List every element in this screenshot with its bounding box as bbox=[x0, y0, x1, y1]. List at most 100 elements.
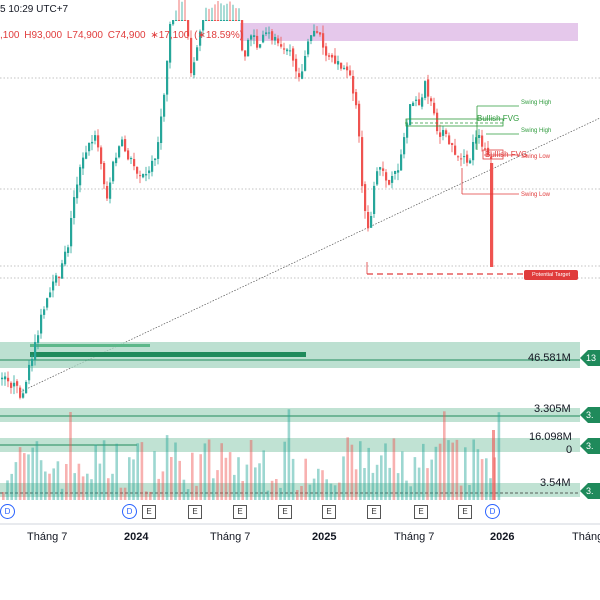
volume-bar bbox=[60, 488, 64, 500]
candle-body bbox=[46, 298, 49, 308]
volume-bar bbox=[350, 444, 354, 500]
candle-body bbox=[196, 47, 199, 61]
candle-body bbox=[376, 171, 379, 185]
volume-bar bbox=[44, 471, 47, 500]
candle-body bbox=[259, 44, 262, 48]
volume-bar bbox=[149, 491, 152, 500]
candle-body bbox=[331, 54, 334, 58]
volume-bar bbox=[317, 468, 320, 500]
fvg-box-2 bbox=[482, 149, 504, 160]
candle-body bbox=[307, 41, 310, 55]
candle-body bbox=[163, 94, 166, 117]
candle-body bbox=[58, 276, 61, 279]
volume-bar bbox=[417, 467, 421, 500]
candle-body bbox=[82, 157, 85, 169]
volume-bar bbox=[438, 443, 442, 500]
volume-bar bbox=[10, 473, 13, 500]
candle-body bbox=[10, 382, 13, 388]
candle-body bbox=[352, 76, 355, 94]
candle-body bbox=[421, 97, 424, 107]
volume-bar bbox=[132, 459, 135, 500]
candle-body bbox=[13, 382, 16, 387]
ohlc-change-pct: (∗18.59%) bbox=[194, 30, 244, 41]
volume-bar bbox=[388, 467, 391, 500]
candle-body bbox=[382, 168, 385, 171]
volume-bar bbox=[396, 473, 400, 500]
right-axis-tag-1: 13 bbox=[580, 350, 600, 366]
candle-body bbox=[64, 251, 67, 265]
candle-body bbox=[7, 377, 10, 382]
volume-bar bbox=[136, 443, 139, 500]
volume-bar bbox=[52, 468, 55, 500]
candle-body bbox=[199, 31, 202, 46]
candle-body bbox=[322, 33, 325, 48]
volume-profile-label-5: 3.54M bbox=[540, 477, 571, 489]
volume-bar bbox=[186, 489, 190, 500]
candle-body bbox=[457, 156, 460, 158]
candle-body bbox=[16, 381, 19, 386]
volume-bar bbox=[81, 476, 85, 500]
volume-zone-4 bbox=[0, 483, 580, 497]
volume-bar bbox=[237, 457, 240, 500]
earnings-marker[interactable]: E bbox=[322, 505, 336, 519]
candle-body bbox=[388, 180, 391, 185]
volume-bar bbox=[375, 464, 379, 500]
candle-body bbox=[424, 81, 427, 98]
ohlc-readout: ,100 H93,000 L74,900 C74,900 ∗17,100 (∗1… bbox=[0, 30, 245, 41]
candle-body bbox=[334, 55, 337, 64]
candle-body bbox=[235, 20, 238, 21]
candle-body bbox=[490, 156, 493, 159]
candle-body bbox=[370, 216, 373, 228]
candle-body bbox=[292, 48, 295, 61]
candle-body bbox=[85, 152, 88, 159]
volume-bar bbox=[23, 453, 26, 500]
earnings-marker[interactable]: E bbox=[278, 505, 292, 519]
volume-bar bbox=[98, 463, 102, 500]
candle-body bbox=[34, 342, 37, 360]
candle-body bbox=[67, 247, 70, 253]
volume-bar bbox=[56, 461, 60, 500]
volume-bar bbox=[296, 490, 299, 500]
volume-bar bbox=[224, 457, 228, 500]
candle-body bbox=[385, 172, 388, 181]
earnings-marker[interactable]: E bbox=[458, 505, 472, 519]
dividend-marker[interactable]: D bbox=[0, 504, 15, 519]
volume-profile-label-2: 3.305M bbox=[534, 403, 571, 415]
swing-low-label-2: Swing Low bbox=[521, 192, 551, 198]
volume-bar bbox=[216, 470, 219, 500]
volume-bar bbox=[380, 455, 383, 500]
candle-body bbox=[409, 104, 412, 126]
earnings-marker[interactable]: E bbox=[188, 505, 202, 519]
volume-bar bbox=[325, 479, 328, 500]
candle-body bbox=[379, 167, 382, 170]
volume-bar bbox=[384, 443, 387, 500]
fvg-zone-top bbox=[240, 23, 578, 41]
candle-body bbox=[172, 20, 175, 25]
candle-body bbox=[337, 61, 340, 65]
candle-body bbox=[394, 171, 397, 174]
earnings-marker[interactable]: E bbox=[233, 505, 247, 519]
candle-body bbox=[181, 20, 184, 21]
earnings-marker[interactable]: E bbox=[414, 505, 428, 519]
candle-body bbox=[304, 56, 307, 71]
dividend-marker[interactable]: D bbox=[485, 504, 500, 519]
candle-body bbox=[427, 79, 430, 97]
candle-body bbox=[91, 141, 94, 144]
earnings-marker[interactable]: E bbox=[367, 505, 381, 519]
volume-bar bbox=[107, 478, 110, 500]
volume-bar bbox=[212, 478, 215, 500]
candle-body bbox=[412, 102, 415, 106]
volume-bar bbox=[203, 443, 207, 500]
volume-bar bbox=[6, 480, 9, 500]
volume-bar bbox=[270, 480, 274, 500]
volume-bar bbox=[283, 441, 286, 500]
volume-bar bbox=[27, 454, 30, 500]
earnings-marker[interactable]: E bbox=[142, 505, 156, 519]
volume-bar bbox=[409, 486, 412, 500]
dividend-marker[interactable]: D bbox=[122, 504, 137, 519]
volume-bar bbox=[447, 440, 450, 500]
candle-body bbox=[445, 130, 448, 134]
candle-body bbox=[223, 20, 226, 21]
volume-bar bbox=[308, 484, 312, 500]
candle-body bbox=[250, 35, 253, 40]
